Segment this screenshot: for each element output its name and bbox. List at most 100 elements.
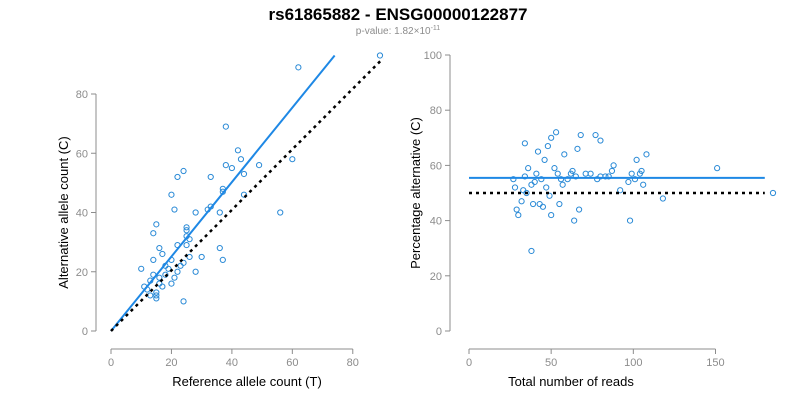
data-point <box>376 52 384 59</box>
data-point <box>554 170 561 177</box>
data-point <box>574 145 581 152</box>
data-point <box>150 256 157 263</box>
data-point <box>277 209 284 216</box>
data-point <box>156 244 163 252</box>
data-point <box>528 181 535 188</box>
y-tick-label: 0 <box>436 326 442 338</box>
data-point <box>255 162 263 169</box>
data-point <box>626 217 634 224</box>
data-point <box>150 230 157 237</box>
data-point <box>138 265 145 272</box>
y-tick-label: 40 <box>430 216 442 228</box>
fit-line <box>110 54 336 332</box>
data-point <box>556 200 563 208</box>
data-point <box>538 176 545 183</box>
data-point <box>515 211 522 219</box>
x-tick-label: 60 <box>286 357 298 369</box>
data-point <box>207 173 214 181</box>
data-point <box>295 64 302 71</box>
data-point <box>186 236 193 243</box>
data-point <box>192 209 199 216</box>
data-point <box>551 165 558 172</box>
y-tick-label: 60 <box>430 160 442 172</box>
data-point <box>234 147 242 154</box>
left-panel: 0 20 40 60 80 0 20 40 60 80 Reference allele count… <box>56 52 384 389</box>
y-axis-label: Percentage alternative (C) <box>408 117 423 269</box>
data-point <box>617 187 624 194</box>
data-point <box>198 253 205 261</box>
data-point <box>518 198 525 205</box>
data-point <box>643 151 650 158</box>
data-point <box>564 176 571 183</box>
data-point <box>640 181 647 188</box>
data-point <box>529 200 537 208</box>
data-point <box>577 131 584 139</box>
data-point <box>180 259 187 266</box>
data-point <box>525 165 532 172</box>
data-point <box>552 129 560 136</box>
x-tick-label: 0 <box>108 357 114 369</box>
data-point <box>192 268 199 275</box>
data-point <box>510 176 517 183</box>
data-point <box>521 140 528 147</box>
data-point <box>631 176 639 183</box>
data-point <box>183 224 190 231</box>
data-point <box>222 123 229 130</box>
data-point <box>544 142 551 150</box>
data-point <box>174 173 181 181</box>
data-point <box>177 262 184 269</box>
x-axis-label: Reference allele count (T) <box>172 374 322 389</box>
data-point <box>533 170 540 177</box>
data-point <box>523 189 530 197</box>
data-point <box>186 253 193 261</box>
data-point <box>228 164 235 172</box>
data-point <box>536 200 543 208</box>
data-point <box>628 170 635 177</box>
data-point <box>610 162 617 169</box>
x-tick-label: 0 <box>466 357 472 369</box>
data-point <box>168 280 175 287</box>
data-point <box>222 162 229 169</box>
data-point <box>548 134 555 141</box>
x-tick-label: 100 <box>624 357 642 369</box>
chart-subtitle: p-value: 1.82×10-11 <box>356 25 440 37</box>
data-point <box>153 295 160 302</box>
data-point <box>174 268 181 275</box>
data-point <box>572 173 579 180</box>
data-point <box>153 221 160 228</box>
pvalue-text: p-value: 1.82×10 <box>356 26 431 37</box>
data-point <box>180 298 187 305</box>
data-point <box>638 167 645 175</box>
x-tick-label: 80 <box>347 357 359 369</box>
x-tick-label: 50 <box>545 357 557 369</box>
data-point <box>561 151 568 158</box>
data-point <box>168 191 175 198</box>
y-tick-label: 100 <box>424 50 442 62</box>
data-point <box>597 137 604 144</box>
data-point <box>147 292 154 299</box>
data-point <box>240 191 248 198</box>
data-point <box>605 173 612 180</box>
data-point <box>165 265 172 272</box>
data-point <box>548 211 555 219</box>
right-panel: 0 50 100 150 0 20 40 60 80 100 Total number of rea… <box>408 50 777 389</box>
data-point <box>159 250 166 258</box>
data-point <box>531 178 538 186</box>
y-tick-label: 0 <box>82 326 88 338</box>
data-point <box>557 176 565 183</box>
data-point <box>539 203 547 210</box>
data-point <box>521 173 528 180</box>
data-point <box>608 167 616 175</box>
data-point <box>546 192 553 199</box>
data-point <box>216 209 223 216</box>
data-point <box>237 156 245 163</box>
x-tick-label: 150 <box>706 357 724 369</box>
y-tick-label: 20 <box>76 267 88 279</box>
data-point <box>289 156 296 163</box>
data-point <box>153 292 160 299</box>
data-point <box>513 206 520 213</box>
y-axis-label: Alternative allele count (C) <box>56 136 71 288</box>
y-tick-label: 80 <box>430 105 442 117</box>
data-point <box>587 170 594 177</box>
